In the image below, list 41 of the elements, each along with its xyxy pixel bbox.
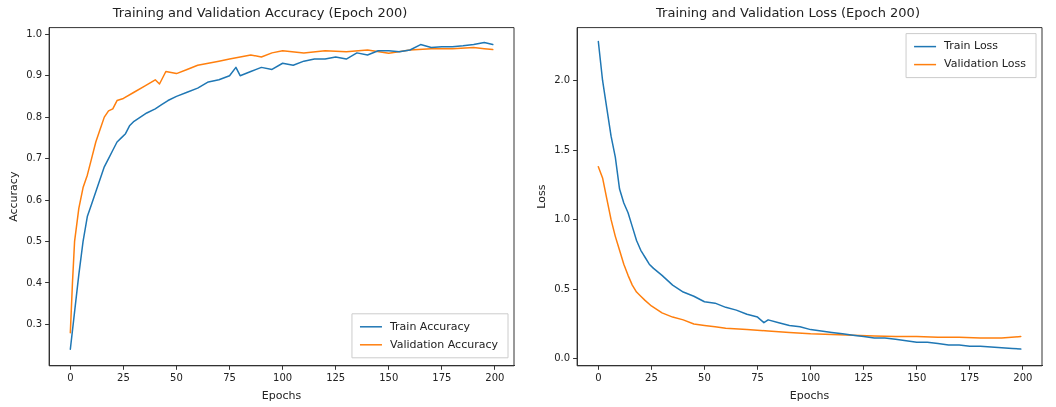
chart-title: Training and Validation Accuracy (Epoch 200) <box>111 5 408 21</box>
y-tick-label: 2.0 <box>554 74 571 86</box>
x-tick-label: 175 <box>960 372 980 384</box>
x-tick-label: 100 <box>801 372 821 384</box>
y-tick-label: 0.4 <box>26 276 43 288</box>
legend-label: Validation Accuracy <box>389 337 499 351</box>
y-tick-label: 0.6 <box>26 193 43 205</box>
x-tick-label: 0 <box>67 372 74 384</box>
y-tick-label: 0.5 <box>26 235 43 247</box>
y-tick-label: 1.5 <box>554 143 571 155</box>
x-tick-label: 75 <box>751 372 764 384</box>
x-tick-label: 200 <box>1013 372 1033 384</box>
x-tick-label: 125 <box>326 372 346 384</box>
x-tick-label: 25 <box>117 372 130 384</box>
y-tick-label: 1.0 <box>554 213 571 225</box>
x-tick-label: 125 <box>854 372 874 384</box>
y-tick-label: 0.3 <box>26 317 43 329</box>
y-axis-title: Accuracy <box>7 171 21 222</box>
x-tick-label: 200 <box>485 372 505 384</box>
y-axis-title: Loss <box>535 184 549 209</box>
y-tick-label: 0.5 <box>554 282 571 294</box>
x-tick-label: 75 <box>223 372 236 384</box>
y-tick-label: 0.0 <box>554 352 571 364</box>
x-tick-label: 25 <box>645 372 658 384</box>
x-axis-title: Epochs <box>789 389 830 403</box>
legend-label: Train Accuracy <box>388 319 471 333</box>
x-tick-label: 100 <box>273 372 293 384</box>
x-tick-label: 50 <box>698 372 711 384</box>
x-tick-label: 50 <box>170 372 183 384</box>
x-tick-label: 175 <box>432 372 452 384</box>
x-tick-label: 150 <box>907 372 927 384</box>
y-tick-label: 1.0 <box>26 27 43 39</box>
y-tick-label: 0.9 <box>26 69 43 81</box>
legend-label: Train Loss <box>943 39 999 53</box>
x-tick-label: 0 <box>595 372 602 384</box>
legend-label: Validation Loss <box>944 57 1027 71</box>
y-tick-label: 0.8 <box>26 110 43 122</box>
x-tick-label: 150 <box>379 372 399 384</box>
chart-title: Training and Validation Loss (Epoch 200) <box>655 5 920 21</box>
y-tick-label: 0.7 <box>26 152 43 164</box>
x-axis-title: Epochs <box>261 389 302 403</box>
